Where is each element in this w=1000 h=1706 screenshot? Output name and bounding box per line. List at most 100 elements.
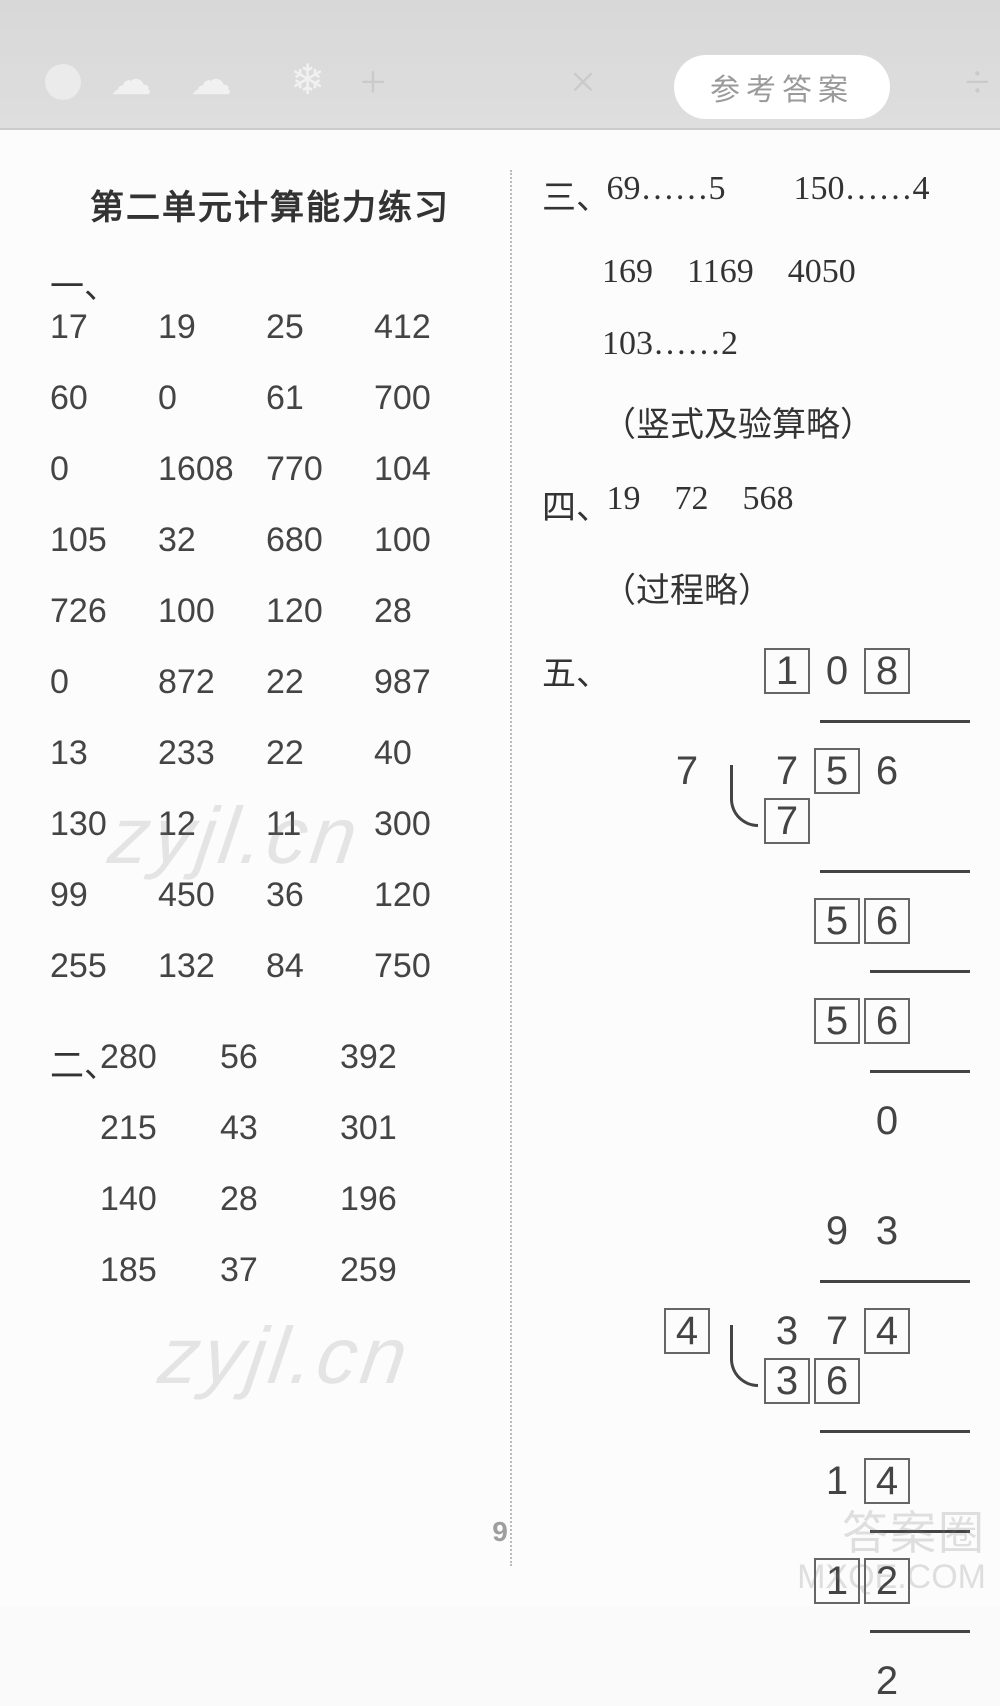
digit: 3 — [862, 1209, 912, 1254]
answer-value: 301 — [340, 1109, 460, 1148]
answer-value: 22 — [266, 663, 374, 702]
answer-value: 140 — [100, 1180, 220, 1219]
section-3-note: （竖式及验算略） — [602, 397, 970, 446]
answer-value: 56 — [220, 1038, 340, 1077]
fill-box: 5 — [814, 748, 860, 794]
answer-value: 872 — [158, 663, 266, 702]
answer-value: 259 — [340, 1251, 460, 1290]
section-3-line1: 69……5 150……4 — [607, 170, 930, 207]
answer-value: 25 — [266, 308, 374, 347]
answer-value: 700 — [374, 379, 482, 418]
digit: 7 — [762, 749, 812, 794]
unit-title: 第二单元计算能力练习 — [90, 180, 490, 229]
answer-value: 750 — [374, 947, 482, 986]
section-4-note: （过程略） — [602, 563, 970, 612]
answer-key-badge: 参考答案 — [674, 55, 890, 119]
section-2-grid: 28056392215433011402819618537259 — [100, 1038, 460, 1322]
answer-value: 280 — [100, 1038, 220, 1077]
fill-box: 1 — [814, 1558, 860, 1604]
answer-value: 100 — [158, 592, 266, 631]
answer-value: 43 — [220, 1109, 340, 1148]
digit: 6 — [862, 749, 912, 794]
plus-icon: + — [360, 55, 386, 108]
answer-value: 680 — [266, 521, 374, 560]
answer-value: 19 — [158, 308, 266, 347]
section-1-label: 一、 — [50, 259, 96, 308]
answer-value: 196 — [340, 1180, 460, 1219]
answer-value: 412 — [374, 308, 482, 347]
digit: 1 — [812, 1459, 862, 1504]
answer-value: 0 — [50, 450, 158, 489]
digit: 7 — [812, 1309, 862, 1354]
fill-box: 7 — [764, 798, 810, 844]
answer-value: 36 — [266, 876, 374, 915]
section-4: 四、 19 72 568 （过程略） — [542, 480, 970, 612]
section-5-label: 五、 — [542, 646, 598, 695]
content: 第二单元计算能力练习 一、 17192541260061700016087701… — [50, 170, 970, 1566]
section-3-line2: 169 1169 4050 — [602, 253, 970, 291]
header-bar: ☁ ☁ ❄ + × ÷ 参考答案 — [0, 0, 1000, 130]
answer-value: 255 — [50, 947, 158, 986]
answer-value: 37 — [220, 1251, 340, 1290]
answer-value: 120 — [266, 592, 374, 631]
cloud-icon: ☁ — [110, 55, 152, 105]
section-2: 二、 28056392215433011402819618537259 — [50, 1038, 490, 1342]
section-1-grid: 1719254126006170001608770104105326801007… — [50, 308, 482, 1018]
digit: 9 — [812, 1209, 862, 1254]
answer-value: 120 — [374, 876, 482, 915]
digit: 3 — [762, 1309, 812, 1354]
answer-value: 300 — [374, 805, 482, 844]
answer-value: 12 — [158, 805, 266, 844]
answer-value: 13 — [50, 734, 158, 773]
answer-value: 28 — [374, 592, 482, 631]
section-4-label: 四、 — [542, 480, 598, 529]
answer-value: 770 — [266, 450, 374, 489]
answer-value: 61 — [266, 379, 374, 418]
fill-box: 4 — [864, 1308, 910, 1354]
long-division-2: 9343743614122 — [662, 1206, 970, 1706]
answer-value: 105 — [50, 521, 158, 560]
section-4-values: 19 72 568 — [607, 480, 794, 517]
answer-value: 104 — [374, 450, 482, 489]
right-column: 三、 69……5 150……4 169 1169 4050 103……2 （竖式… — [510, 170, 970, 1566]
answer-value: 1608 — [158, 450, 266, 489]
fill-box: 3 — [764, 1358, 810, 1404]
answer-value: 0 — [50, 663, 158, 702]
answer-value: 28 — [220, 1180, 340, 1219]
fill-box: 4 — [664, 1308, 710, 1354]
answer-value: 32 — [158, 521, 266, 560]
snowflake-icon: ❄ — [290, 55, 325, 105]
fill-box: 5 — [814, 998, 860, 1044]
answer-value: 40 — [374, 734, 482, 773]
page: ☁ ☁ ❄ + × ÷ 参考答案 第二单元计算能力练习 一、 171925412… — [0, 0, 1000, 1606]
fill-box: 8 — [864, 648, 910, 694]
answer-value: 0 — [158, 379, 266, 418]
answer-value: 132 — [158, 947, 266, 986]
answer-value: 100 — [374, 521, 482, 560]
fill-box: 6 — [814, 1358, 860, 1404]
left-column: 第二单元计算能力练习 一、 17192541260061700016087701… — [50, 170, 510, 1566]
section-3-line3: 103……2 — [602, 325, 970, 363]
answer-value: 987 — [374, 663, 482, 702]
fill-box: 6 — [864, 898, 910, 944]
fill-box: 1 — [764, 648, 810, 694]
answer-value: 99 — [50, 876, 158, 915]
answer-value: 215 — [100, 1109, 220, 1148]
section-5: 五、 1087756756560 9343743614122 — [542, 646, 970, 1706]
long-division-1: 1087756756560 — [662, 646, 970, 1146]
sun-icon — [45, 64, 81, 100]
fill-box: 5 — [814, 898, 860, 944]
section-2-label: 二、 — [50, 1038, 96, 1087]
answer-value: 60 — [50, 379, 158, 418]
answer-value: 11 — [266, 805, 374, 844]
answer-value: 233 — [158, 734, 266, 773]
answer-value: 84 — [266, 947, 374, 986]
answer-value: 450 — [158, 876, 266, 915]
section-3: 三、 69……5 150……4 169 1169 4050 103……2 （竖式… — [542, 170, 970, 446]
answer-value: 22 — [266, 734, 374, 773]
answer-value: 130 — [50, 805, 158, 844]
answer-value: 17 — [50, 308, 158, 347]
times-icon: × — [570, 55, 596, 108]
divide-icon: ÷ — [965, 55, 990, 108]
digit: 0 — [812, 649, 862, 694]
